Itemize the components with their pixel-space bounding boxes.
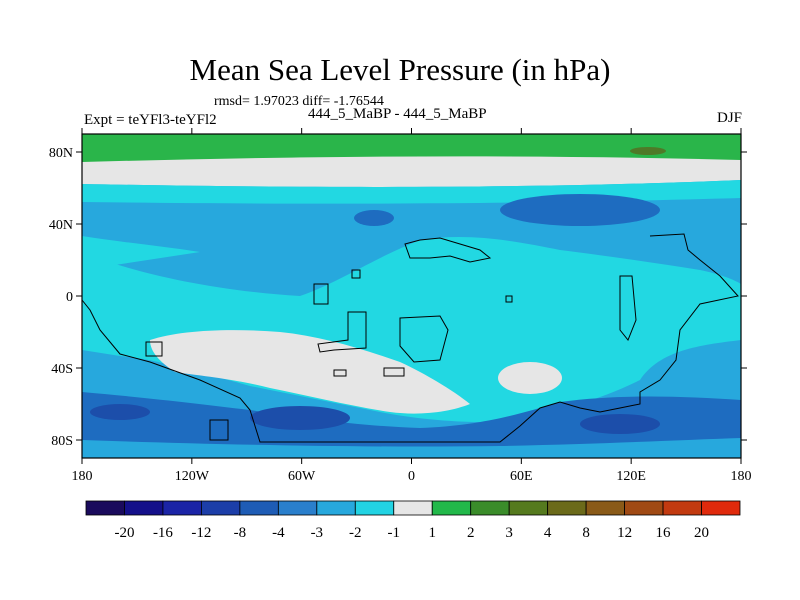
coast-north — [404, 237, 492, 263]
colorbar-swatch — [701, 500, 741, 516]
colorbar-label: 16 — [656, 525, 672, 541]
colorbar-swatch — [624, 500, 664, 516]
lat-tick-label: 40N — [49, 218, 73, 233]
lon-tick-label: 60E — [510, 469, 533, 484]
colorbar-label: -3 — [311, 525, 324, 541]
colorbar-swatch — [239, 500, 279, 516]
colorbar-label: 3 — [505, 525, 513, 541]
colorbar-swatch — [547, 500, 587, 516]
lat-tick-label: 80N — [49, 146, 73, 161]
colorbar-swatch — [431, 500, 472, 516]
lat-tick-label: 40S — [51, 362, 73, 377]
south-grey-region — [150, 330, 470, 414]
colorbar-label: 1 — [428, 525, 436, 541]
colorbar-swatch — [124, 500, 164, 516]
latitude-axis: 80N 40N 0 40S 80S — [49, 146, 747, 449]
lon-tick-label: 120E — [616, 469, 646, 484]
colorbar-swatch — [316, 500, 356, 516]
lon-tick-label: 180 — [731, 469, 752, 484]
west-cyan-wedge — [82, 236, 200, 270]
colorbar-label: -2 — [349, 525, 362, 541]
longitude-axis: 180 120W 60W 0 60E 120E 180 — [72, 128, 752, 484]
colorbar: -20 -16 -12 -8 -4 -3 -2 -1 1 2 3 4 8 12 16 20 — [85, 500, 741, 541]
colorbar-swatch — [354, 500, 395, 516]
coast-islet-1 — [351, 269, 361, 279]
south-dark-low-2 — [580, 414, 660, 434]
colorbar-swatch — [162, 500, 202, 516]
coastlines — [81, 233, 739, 443]
coast-islet-3 — [145, 341, 163, 357]
colorbar-label: 20 — [694, 525, 709, 541]
colorbar-swatch — [85, 500, 125, 516]
coast-south-continent — [81, 233, 739, 443]
colorbar-swatch — [508, 500, 549, 516]
grey-island — [498, 362, 562, 394]
experiment-label: Expt = teYFl3-teYFl2 — [84, 112, 217, 128]
north-atlantic-low — [354, 210, 394, 226]
south-dark-low-3 — [90, 404, 150, 420]
colorbar-swatch — [277, 500, 318, 516]
colorbar-swatch — [201, 500, 241, 516]
colorbar-label: 2 — [467, 525, 475, 541]
contour-field — [82, 134, 741, 458]
colorbar-swatch — [585, 500, 625, 516]
colorbar-label: -16 — [153, 525, 173, 541]
case-label: 444_5_MaBP - 444_5_MaBP — [308, 106, 487, 122]
arctic-green-edge — [82, 134, 741, 162]
coast-islet-4 — [333, 369, 347, 377]
north-grey-band — [82, 156, 741, 187]
lon-tick-label: 0 — [408, 469, 415, 484]
lon-tick-label: 60W — [288, 469, 316, 484]
coast-islet-2 — [313, 283, 329, 305]
coast-west-central — [317, 311, 367, 353]
south-blue-band — [82, 392, 741, 458]
colorbar-label: -20 — [114, 525, 134, 541]
north-pacific-low — [500, 194, 660, 226]
coast-islet-5 — [383, 367, 405, 377]
south-dark-low-1 — [250, 406, 350, 430]
colorbar-swatch — [470, 500, 510, 516]
colorbar-label: 8 — [582, 525, 590, 541]
coast-central — [399, 315, 449, 363]
arctic-dark-patch — [630, 147, 666, 155]
colorbar-label: -8 — [234, 525, 247, 541]
colorbar-label: -1 — [388, 525, 401, 541]
lat-tick-label: 0 — [66, 290, 73, 305]
lat-tick-label: 80S — [51, 434, 73, 449]
colorbar-label: 4 — [544, 525, 552, 541]
coast-islet-6 — [505, 295, 513, 303]
coast-east-strip — [619, 275, 637, 341]
colorbar-swatch — [393, 500, 433, 516]
plot-title: Mean Sea Level Pressure (in hPa) — [189, 52, 611, 87]
coast-islet-7 — [209, 419, 229, 441]
lon-tick-label: 180 — [72, 469, 93, 484]
lon-tick-label: 120W — [175, 469, 210, 484]
south-lightblue-band — [82, 438, 741, 458]
season-label: DJF — [716, 110, 742, 126]
colorbar-label: -12 — [191, 525, 211, 541]
colorbar-swatch — [662, 500, 702, 516]
colorbar-label: 12 — [617, 525, 632, 541]
stats-label: rmsd= 1.97023 diff= -1.76544 — [214, 94, 384, 109]
colorbar-label: -4 — [272, 525, 285, 541]
